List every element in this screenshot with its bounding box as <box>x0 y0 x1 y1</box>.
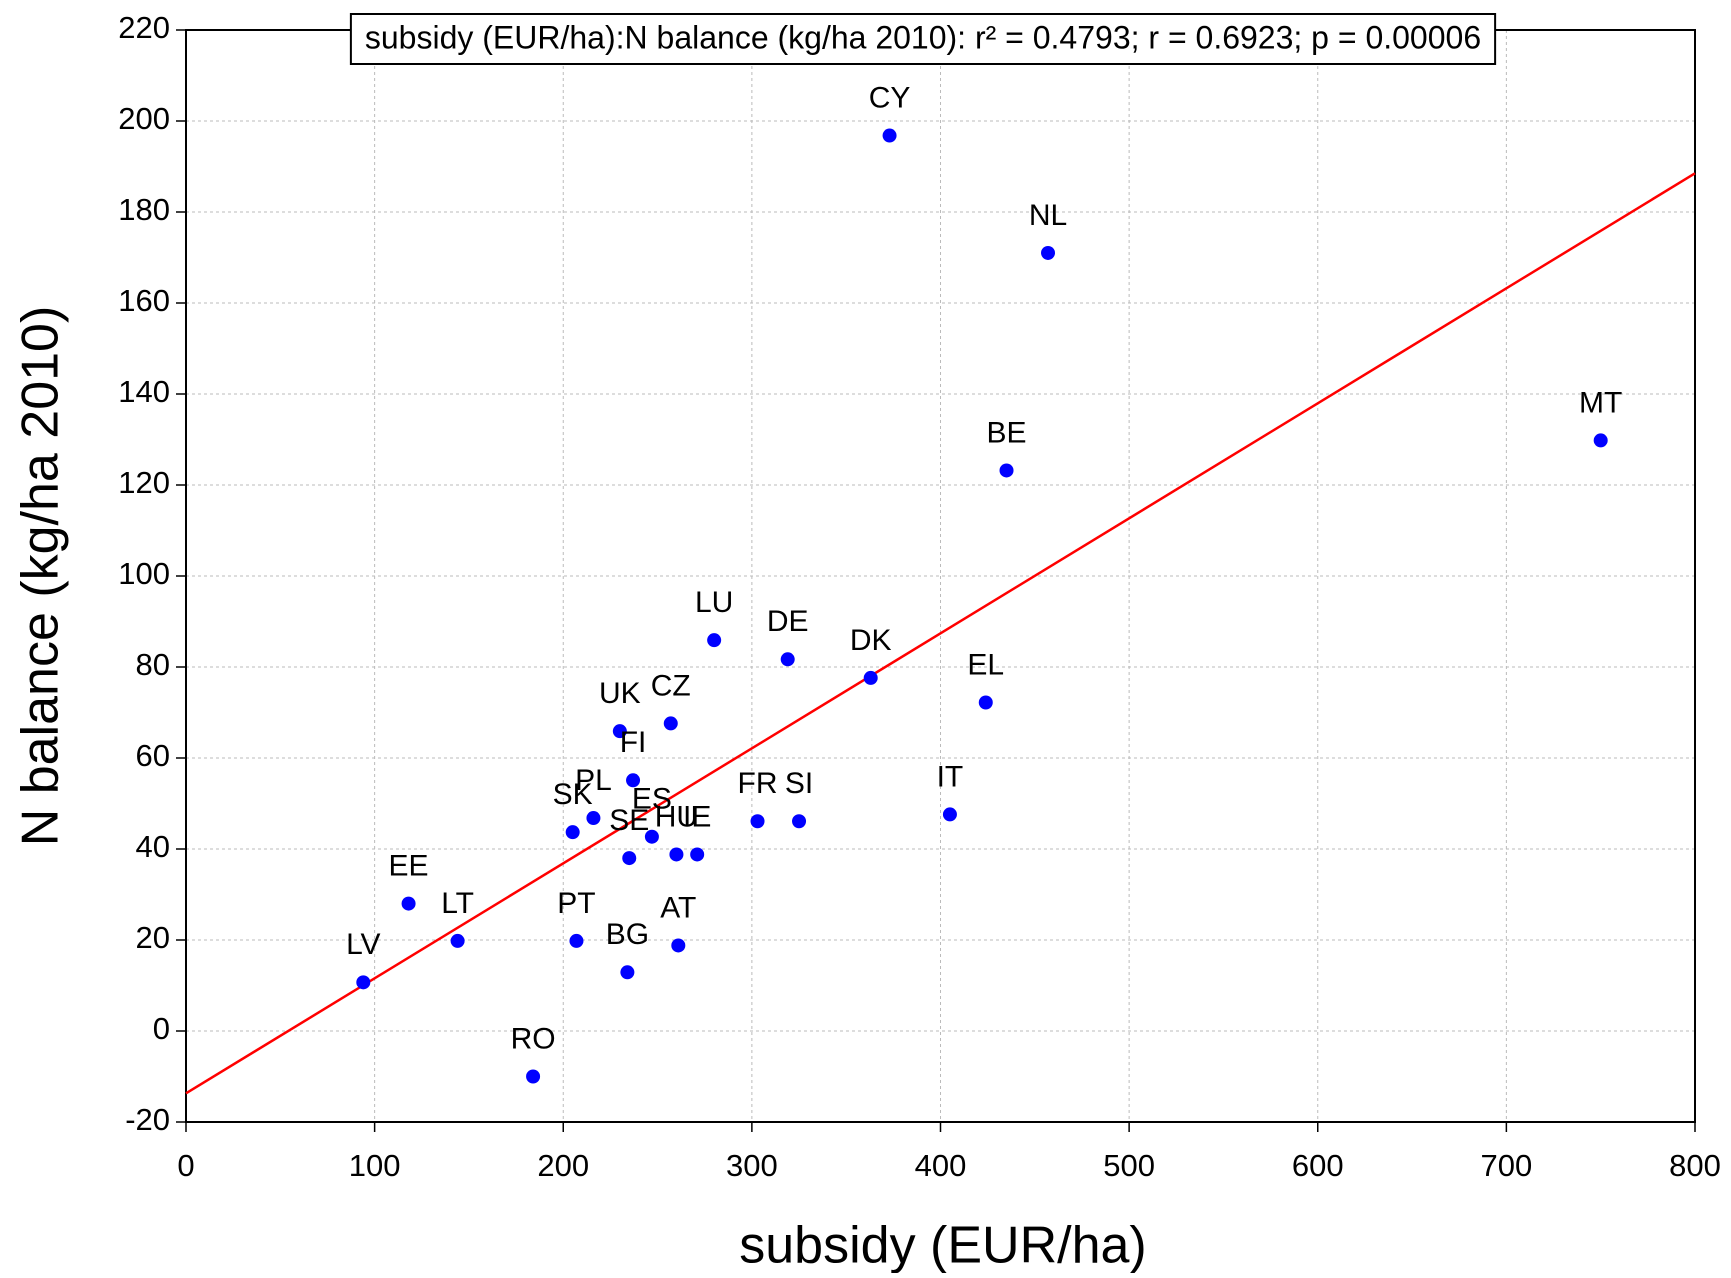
point <box>792 814 807 829</box>
point-label: IE <box>683 800 711 833</box>
point <box>401 896 416 911</box>
y-tick-label: 0 <box>153 1011 170 1046</box>
point-label: PT <box>557 887 595 920</box>
y-tick-label: -20 <box>125 1102 170 1137</box>
x-tick-label: 300 <box>726 1148 778 1183</box>
x-tick-label: 400 <box>915 1148 967 1183</box>
point <box>622 851 637 866</box>
point-label: LU <box>695 586 733 619</box>
point-label: HU <box>655 800 698 833</box>
point-label: EL <box>967 648 1004 681</box>
y-tick-label: 140 <box>118 374 170 409</box>
point-label: FI <box>620 726 647 759</box>
point-label: MT <box>1579 386 1622 419</box>
point <box>707 633 722 648</box>
x-tick-label: 700 <box>1481 1148 1533 1183</box>
point <box>569 933 584 948</box>
y-tick-label: 20 <box>136 920 170 955</box>
point-label: BE <box>987 416 1027 449</box>
y-tick-label: 180 <box>118 192 170 227</box>
point-label: NL <box>1029 199 1067 232</box>
point-label: FR <box>738 767 778 800</box>
point-label: SI <box>785 767 813 800</box>
point-label: CZ <box>651 669 691 702</box>
point <box>690 847 705 862</box>
point <box>942 807 957 822</box>
point <box>671 938 686 953</box>
point-label: DE <box>767 605 809 638</box>
point-label: LT <box>441 887 474 920</box>
point <box>999 463 1014 478</box>
point <box>1041 245 1056 260</box>
point <box>526 1069 541 1084</box>
point <box>626 773 641 788</box>
x-tick-label: 500 <box>1103 1148 1155 1183</box>
point <box>978 695 993 710</box>
point <box>882 128 897 143</box>
point-label: SK <box>553 778 593 811</box>
y-tick-label: 80 <box>136 647 170 682</box>
y-axis-label: N balance (kg/ha 2010) <box>12 306 70 847</box>
point <box>450 933 465 948</box>
x-tick-label: 800 <box>1669 1148 1721 1183</box>
point-label: ES <box>632 783 672 816</box>
point <box>780 652 795 667</box>
point <box>356 975 371 990</box>
point-label: CY <box>869 81 911 114</box>
point <box>620 965 635 980</box>
point-label: SE <box>609 804 649 837</box>
y-tick-label: 40 <box>136 829 170 864</box>
y-tick-label: 120 <box>118 465 170 500</box>
point <box>663 716 678 731</box>
point-label: EE <box>389 850 429 883</box>
annotation-box <box>349 13 1497 65</box>
point <box>644 829 659 844</box>
point-label: RO <box>511 1022 556 1055</box>
fit-line <box>185 172 1696 1095</box>
y-tick-label: 100 <box>118 556 170 591</box>
y-tick-label: 160 <box>118 283 170 318</box>
point-label: LV <box>346 928 380 961</box>
point <box>750 814 765 829</box>
point <box>1593 433 1608 448</box>
point <box>565 825 580 840</box>
point <box>669 847 684 862</box>
x-tick-label: 600 <box>1292 1148 1344 1183</box>
point <box>612 724 627 739</box>
y-tick-label: 60 <box>136 738 170 773</box>
point <box>863 670 878 685</box>
x-tick-label: 0 <box>177 1148 194 1183</box>
y-tick-label: 220 <box>118 10 170 45</box>
point-label: BG <box>606 918 649 951</box>
point-label: DK <box>850 624 892 657</box>
x-tick-label: 200 <box>537 1148 589 1183</box>
x-axis-label: subsidy (EUR/ha) <box>739 1217 1146 1273</box>
point-label: UK <box>599 677 641 710</box>
point <box>586 811 601 826</box>
point-label: PL <box>575 764 612 797</box>
point-label: IT <box>937 760 964 793</box>
y-tick-label: 200 <box>118 101 170 136</box>
annotation: subsidy (EUR/ha):N balance (kg/ha 2010):… <box>365 19 1481 55</box>
point-label: AT <box>660 891 696 924</box>
x-tick-label: 100 <box>349 1148 401 1183</box>
